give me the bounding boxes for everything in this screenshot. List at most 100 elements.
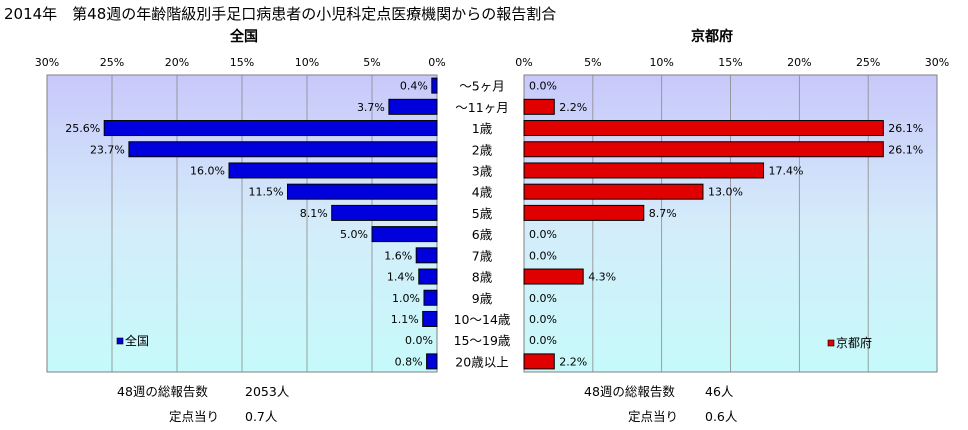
left-legend: 全国: [116, 333, 149, 348]
left-legend-swatch: [116, 337, 124, 345]
left-bar: [103, 120, 438, 137]
category-label: ～5ヶ月: [459, 79, 504, 94]
right-bar: [523, 120, 884, 137]
right-tick-label: 5%: [584, 56, 601, 69]
left-value-label: 1.1%: [391, 313, 419, 326]
right-value-label: 0.0%: [529, 80, 557, 93]
right-value-label: 2.2%: [559, 355, 587, 368]
chart-title: 2014年 第48週の年齢階級別手足口病患者の小児科定点医療機関からの報告割合: [4, 5, 556, 23]
right-value-label: 4.3%: [588, 271, 616, 284]
left-tick-label: 20%: [165, 56, 189, 69]
left-value-label: 23.7%: [90, 143, 125, 156]
category-label: 8歳: [472, 270, 493, 285]
left-legend-label: 全国: [125, 333, 149, 348]
category-label: 5歳: [472, 206, 493, 221]
right-value-label: 17.4%: [769, 164, 804, 177]
right-tick-label: 25%: [856, 56, 880, 69]
category-label: 1歳: [472, 121, 493, 136]
left-tick-label: 0%: [428, 56, 445, 69]
left-value-label: 1.0%: [392, 292, 420, 305]
left-bar: [371, 226, 438, 243]
left-footer: 48週の総報告数 2053人 定点当り 0.7人: [117, 384, 290, 424]
left-tick-label: 25%: [100, 56, 124, 69]
left-value-label: 1.4%: [387, 271, 415, 284]
left-tick-label: 30%: [35, 56, 59, 69]
left-bar: [422, 310, 438, 327]
right-legend-swatch: [827, 339, 835, 347]
right-value-label: 2.2%: [559, 101, 587, 114]
right-bar: [523, 268, 584, 285]
right-bar: [523, 353, 555, 370]
left-bar: [431, 77, 438, 94]
left-value-label: 1.6%: [384, 249, 412, 262]
right-tick-label: 10%: [649, 56, 673, 69]
left-bar: [228, 162, 438, 179]
right-value-label: 8.7%: [649, 207, 677, 220]
right-value-label: 0.0%: [529, 228, 557, 241]
left-value-label: 0.0%: [405, 334, 433, 347]
left-total-label: 48週の総報告数: [117, 384, 208, 399]
left-panel-title: 全国: [229, 28, 258, 45]
right-value-label: 26.1%: [888, 143, 923, 156]
left-bar: [128, 141, 438, 158]
right-tick-label: 0%: [515, 56, 532, 69]
left-bar: [287, 183, 438, 200]
left-value-label: 3.7%: [357, 101, 385, 114]
category-label: 3歳: [472, 163, 493, 178]
left-value-label: 5.0%: [340, 228, 368, 241]
right-bar: [523, 204, 645, 221]
left-value-label: 11.5%: [249, 186, 284, 199]
left-bar: [331, 204, 438, 221]
left-tick-label: 15%: [230, 56, 254, 69]
left-tick-label: 5%: [363, 56, 380, 69]
right-tick-label: 30%: [925, 56, 949, 69]
right-value-label: 26.1%: [888, 122, 923, 135]
category-label: 4歳: [472, 185, 493, 200]
right-footer: 48週の総報告数 46人 定点当り 0.6人: [584, 384, 738, 424]
right-bar: [523, 162, 765, 179]
right-value-label: 0.0%: [529, 334, 557, 347]
right-value-label: 13.0%: [708, 186, 743, 199]
right-bar: [523, 141, 884, 158]
right-total-value: 46人: [705, 384, 734, 399]
left-bar: [388, 98, 438, 115]
right-panel-title: 京都府: [691, 28, 733, 45]
category-label: 15～19歳: [454, 333, 511, 348]
left-bar: [426, 353, 438, 370]
right-plot-panel: 0% 5% 10% 15% 20% 25% 30%0.0%2.2%26.1%26.1%17.…: [515, 56, 949, 373]
right-total-label: 48週の総報告数: [584, 384, 675, 399]
left-per-label: 定点当り: [169, 409, 219, 424]
right-tick-label: 20%: [787, 56, 811, 69]
category-label: 9歳: [472, 291, 493, 306]
right-value-label: 0.0%: [529, 292, 557, 305]
right-bar: [523, 98, 555, 115]
left-value-label: 25.6%: [65, 122, 100, 135]
left-per-value: 0.7人: [245, 409, 278, 424]
right-legend: 京都府: [827, 335, 872, 350]
left-value-label: 16.0%: [190, 164, 225, 177]
left-total-value: 2053人: [245, 384, 290, 399]
left-value-label: 0.8%: [395, 355, 423, 368]
right-per-label: 定点当り: [628, 409, 678, 424]
category-label: 2歳: [472, 142, 493, 157]
right-value-label: 0.0%: [529, 249, 557, 262]
left-value-label: 8.1%: [300, 207, 328, 220]
left-bar: [418, 268, 438, 285]
right-per-value: 0.6人: [705, 409, 738, 424]
left-bar: [423, 289, 438, 306]
right-value-label: 0.0%: [529, 313, 557, 326]
right-tick-label: 15%: [718, 56, 742, 69]
left-value-label: 0.4%: [400, 80, 428, 93]
category-label: 20歳以上: [455, 354, 508, 369]
left-bar: [415, 247, 438, 264]
right-legend-label: 京都府: [836, 335, 872, 350]
category-label: 7歳: [472, 248, 493, 263]
left-plot-panel: 30% 25% 20% 15% 10% 5% 0%0.4% 3.7% 25.6% 23.7% 16.…: [35, 56, 446, 373]
category-label: ～11ヶ月: [455, 100, 508, 115]
category-label: 10～14歳: [454, 312, 511, 327]
left-tick-label: 10%: [295, 56, 319, 69]
category-label: 6歳: [472, 227, 493, 242]
age-category-labels: ～5ヶ月 ～11ヶ月 1歳 2歳 3歳 4歳 5歳 6歳 7歳 8歳 9歳 10～14歳 15～19歳 2…: [454, 79, 511, 370]
right-bar: [523, 183, 704, 200]
